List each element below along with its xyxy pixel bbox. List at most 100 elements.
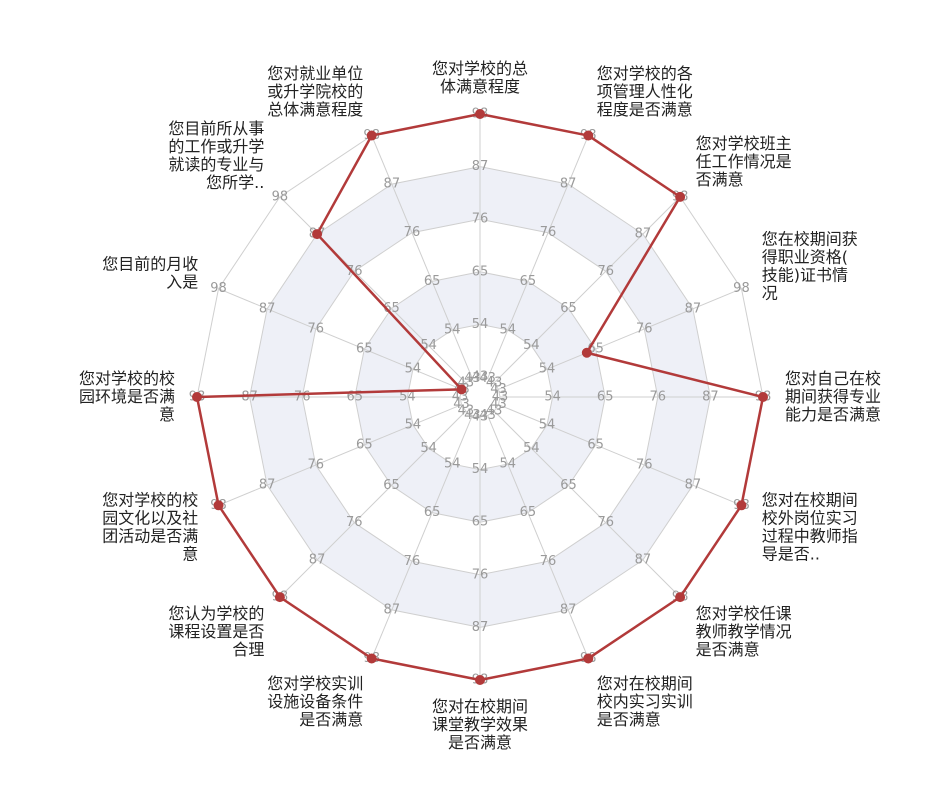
axis-label-line: 课堂教学效果 — [432, 715, 528, 734]
tick-label: 54 — [544, 390, 561, 405]
data-point — [475, 675, 485, 685]
axis-label-line: 是否满意 — [597, 710, 661, 729]
series — [192, 109, 768, 685]
axis-spoke — [498, 404, 742, 506]
axis-label-line: 您对自己在校 — [785, 369, 881, 388]
tick-label: 87 — [702, 390, 719, 405]
tick-label: 76 — [404, 554, 421, 569]
tick-label: 43 — [490, 382, 507, 397]
tick-label: 65 — [560, 301, 577, 316]
axis-spoke — [279, 410, 467, 598]
tick-label: 43 — [472, 410, 489, 425]
axis-label-line: 就读的专业与 — [168, 155, 264, 174]
tick-label: 76 — [540, 554, 557, 569]
tick-label: 87 — [685, 301, 702, 316]
axis-label-line: 您对学校任课 — [696, 604, 792, 623]
axis-label-line: 您对就业单位 — [267, 64, 363, 83]
axis-label: 您对学校的各项管理人性化程度是否满意 — [597, 64, 693, 119]
axis-label-line: 能力是否满意 — [785, 405, 881, 424]
axis-label-line: 团活动是否满 — [102, 527, 198, 546]
tick-label: 65 — [424, 274, 441, 289]
tick-label: 43 — [486, 404, 503, 419]
tick-label: 76 — [346, 515, 363, 530]
tick-label: 76 — [404, 225, 421, 240]
tick-label: 65 — [597, 390, 614, 405]
tick-label: 87 — [384, 602, 401, 617]
data-point — [274, 592, 285, 603]
axis-label-line: 校内实习实训 — [597, 692, 693, 711]
data-point — [736, 500, 747, 511]
axis-label-line: 您所学.. — [206, 173, 264, 192]
tick-label: 43 — [490, 397, 507, 412]
tick-label: 76 — [540, 225, 557, 240]
data-point — [583, 653, 594, 664]
tick-label: 43 — [479, 371, 496, 386]
tick-label: 54 — [472, 317, 489, 332]
axis-label-line: 您对在校期间 — [597, 674, 693, 693]
data-point — [475, 109, 485, 119]
tick-label: 87 — [635, 227, 652, 242]
axis-label: 您对学校实训设施设备条件是否满意 — [267, 674, 363, 729]
tick-label: 87 — [560, 602, 577, 617]
axis-label: 您认为学校的课程设置是否合理 — [168, 604, 264, 659]
tick-label: 65 — [587, 437, 604, 452]
axis-label-line: 总体满意程度 — [267, 100, 363, 119]
axis-label-line: 您对学校的各 — [597, 64, 693, 83]
tick-label: 54 — [539, 417, 556, 432]
axis-label-line: 园环境是否满 — [79, 387, 175, 406]
axis-label-line: 期间获得专业 — [785, 387, 881, 406]
axis-label: 您对自己在校期间获得专业能力是否满意 — [785, 369, 881, 424]
axis-label-line: 的工作或升学 — [168, 137, 264, 156]
tick-label: 65 — [472, 515, 489, 530]
tick-label: 87 — [259, 301, 276, 316]
data-point — [758, 392, 768, 402]
tick-label: 87 — [560, 177, 577, 192]
tick-label: 43 — [464, 371, 481, 386]
tick-labels: 43 54 65 76 87 98 43 54 65 76 87 98 43 54 65 76 87 98 43 54… — [189, 107, 772, 688]
axis-label-line: 合理 — [232, 640, 264, 659]
tick-label: 76 — [636, 321, 653, 336]
axis-spoke — [218, 288, 462, 390]
axis-label: 您对学校任课教师教学情况是否满意 — [696, 604, 792, 659]
axis-label-line: 或升学院校的 — [267, 82, 363, 101]
axis-label-line: 是否满意 — [299, 710, 363, 729]
axis-label: 您对学校的校园环境是否满意 — [79, 369, 175, 424]
axis-spoke — [487, 415, 589, 659]
axis-label-line: 课程设置是否 — [168, 622, 264, 641]
tick-label: 76 — [307, 321, 324, 336]
tick-label: 65 — [560, 478, 577, 493]
tick-label: 76 — [636, 458, 653, 473]
data-point — [213, 500, 224, 511]
tick-label: 65 — [383, 478, 400, 493]
data-point — [312, 229, 323, 240]
tick-label: 54 — [399, 390, 416, 405]
tick-label: 87 — [384, 177, 401, 192]
tick-label: 87 — [635, 552, 652, 567]
tick-label: 76 — [346, 264, 363, 279]
tick-label: 65 — [356, 342, 373, 357]
axis-label-line: 园文化以及社 — [102, 509, 198, 528]
tick-label: 65 — [424, 505, 441, 520]
axis-label-line: 您目前的月收 — [102, 254, 198, 273]
data-point — [675, 191, 686, 202]
axis-label-line: 是否满意 — [448, 733, 512, 752]
axis-label-line: 您对学校实训 — [267, 674, 363, 693]
axis-spoke — [498, 288, 742, 390]
axis-spoke — [493, 410, 681, 598]
axis-spoke — [279, 196, 467, 384]
tick-label: 65 — [356, 437, 373, 452]
axis-spoke — [487, 135, 589, 379]
axis-label-line: 任工作情况是 — [696, 152, 792, 171]
axis-label: 您对学校的总体满意程度 — [432, 59, 528, 96]
axis-label: 您目前所从事的工作或升学就读的专业与您所学.. — [168, 119, 264, 192]
tick-label: 54 — [523, 441, 540, 456]
axis-label-line: 您对在校期间 — [762, 491, 858, 510]
axis-label: 您对就业单位或升学院校的总体满意程度 — [267, 64, 363, 119]
tick-label: 87 — [685, 478, 702, 493]
axis-label-line: 设施设备条件 — [267, 692, 363, 711]
tick-label: 54 — [523, 338, 540, 353]
tick-label: 54 — [405, 362, 422, 377]
tick-label: 43 — [479, 408, 496, 423]
axis-label-line: 况 — [762, 284, 778, 303]
